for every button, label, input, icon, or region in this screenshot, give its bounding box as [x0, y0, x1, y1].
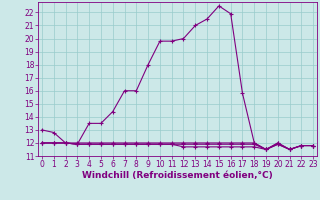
X-axis label: Windchill (Refroidissement éolien,°C): Windchill (Refroidissement éolien,°C) [82, 171, 273, 180]
